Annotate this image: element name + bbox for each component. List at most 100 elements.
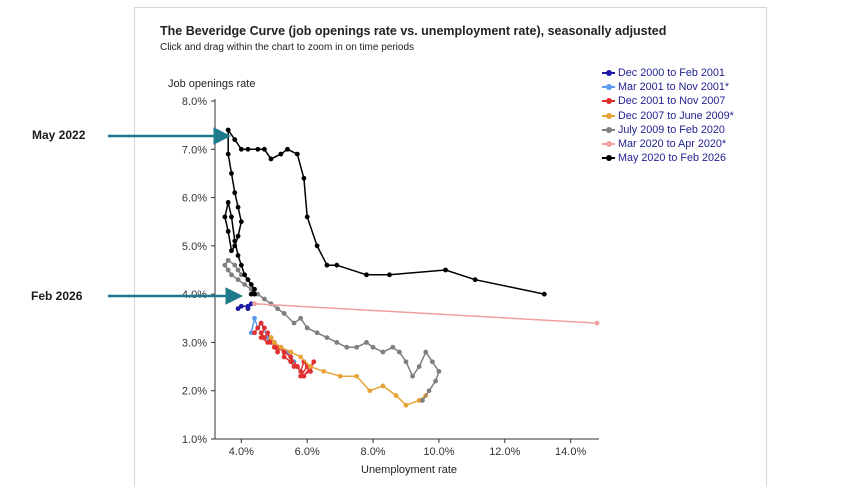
data-point[interactable] xyxy=(314,243,320,249)
data-point[interactable] xyxy=(426,388,432,394)
data-point[interactable] xyxy=(397,349,402,355)
data-point[interactable] xyxy=(238,262,244,268)
series-4[interactable] xyxy=(222,257,442,403)
data-point[interactable] xyxy=(472,277,478,283)
data-point[interactable] xyxy=(258,320,264,326)
data-point[interactable] xyxy=(261,146,267,152)
data-point[interactable] xyxy=(229,272,234,278)
data-point[interactable] xyxy=(242,272,248,278)
data-point[interactable] xyxy=(225,127,231,133)
data-point[interactable] xyxy=(225,257,231,263)
data-point[interactable] xyxy=(248,301,254,307)
data-point[interactable] xyxy=(334,262,340,268)
data-point[interactable] xyxy=(420,397,425,403)
data-point[interactable] xyxy=(311,359,317,365)
data-point[interactable] xyxy=(232,238,238,244)
data-point[interactable] xyxy=(423,349,429,355)
data-point[interactable] xyxy=(380,349,386,355)
data-point[interactable] xyxy=(258,330,264,336)
data-point[interactable] xyxy=(255,146,261,152)
data-point[interactable] xyxy=(308,364,313,369)
data-point[interactable] xyxy=(433,378,439,384)
data-point[interactable] xyxy=(443,267,448,273)
data-point[interactable] xyxy=(255,291,261,297)
series-2[interactable] xyxy=(252,320,317,379)
data-point[interactable] xyxy=(268,340,274,345)
data-point[interactable] xyxy=(324,335,330,340)
data-point[interactable] xyxy=(301,373,307,379)
data-point[interactable] xyxy=(298,373,304,379)
data-point[interactable] xyxy=(235,267,241,273)
data-point[interactable] xyxy=(436,369,442,374)
data-point[interactable] xyxy=(252,315,257,321)
data-point[interactable] xyxy=(304,325,310,331)
data-point[interactable] xyxy=(367,388,373,394)
data-point[interactable] xyxy=(238,146,244,152)
data-point[interactable] xyxy=(252,330,257,336)
data-point[interactable] xyxy=(285,146,290,152)
data-point[interactable] xyxy=(294,151,300,157)
legend-item[interactable]: Dec 2007 to June 2009* xyxy=(602,109,734,123)
data-point[interactable] xyxy=(252,286,257,292)
data-point[interactable] xyxy=(416,364,422,369)
data-point[interactable] xyxy=(222,214,228,220)
data-point[interactable] xyxy=(288,354,294,360)
data-point[interactable] xyxy=(344,344,350,350)
data-point[interactable] xyxy=(294,364,300,369)
data-point[interactable] xyxy=(229,214,234,220)
data-point[interactable] xyxy=(229,248,234,254)
data-point[interactable] xyxy=(255,325,261,331)
data-point[interactable] xyxy=(334,340,340,345)
data-point[interactable] xyxy=(288,349,294,355)
data-point[interactable] xyxy=(278,151,284,157)
data-point[interactable] xyxy=(278,344,284,350)
data-point[interactable] xyxy=(288,359,294,365)
legend-item[interactable]: Dec 2000 to Feb 2001 xyxy=(602,66,734,80)
data-point[interactable] xyxy=(275,349,280,355)
series-3[interactable] xyxy=(268,335,429,408)
data-point[interactable] xyxy=(541,291,547,297)
data-point[interactable] xyxy=(245,306,251,312)
series-5[interactable] xyxy=(252,301,600,326)
data-point[interactable] xyxy=(298,354,304,360)
data-point[interactable] xyxy=(314,330,320,336)
data-point[interactable] xyxy=(370,344,376,350)
data-point[interactable] xyxy=(225,200,231,205)
legend-item[interactable]: Mar 2020 to Apr 2020* xyxy=(602,137,734,151)
data-point[interactable] xyxy=(261,296,267,302)
data-point[interactable] xyxy=(354,344,360,350)
data-point[interactable] xyxy=(403,359,409,365)
data-point[interactable] xyxy=(222,262,228,268)
data-point[interactable] xyxy=(245,146,251,152)
data-point[interactable] xyxy=(258,335,264,340)
data-point[interactable] xyxy=(337,373,343,379)
data-point[interactable] xyxy=(252,291,257,297)
data-point[interactable] xyxy=(252,301,257,307)
data-point[interactable] xyxy=(271,340,277,345)
data-point[interactable] xyxy=(225,267,231,273)
data-point[interactable] xyxy=(268,156,274,162)
data-point[interactable] xyxy=(429,359,435,365)
data-point[interactable] xyxy=(225,151,231,157)
data-point[interactable] xyxy=(232,262,238,268)
data-point[interactable] xyxy=(298,315,304,321)
data-point[interactable] xyxy=(416,397,422,403)
data-point[interactable] xyxy=(248,330,254,336)
data-point[interactable] xyxy=(248,282,254,287)
data-point[interactable] xyxy=(238,303,244,309)
data-point[interactable] xyxy=(248,291,254,297)
data-point[interactable] xyxy=(235,253,241,258)
data-point[interactable] xyxy=(281,354,287,360)
data-point[interactable] xyxy=(594,320,600,326)
data-point[interactable] xyxy=(235,204,241,210)
legend-item[interactable]: July 2009 to Feb 2020 xyxy=(602,123,734,137)
data-point[interactable] xyxy=(380,383,386,389)
series-0[interactable] xyxy=(235,301,254,312)
data-point[interactable] xyxy=(232,190,238,196)
data-point[interactable] xyxy=(271,344,277,350)
data-point[interactable] xyxy=(235,306,241,312)
data-point[interactable] xyxy=(387,272,392,278)
data-point[interactable] xyxy=(354,373,360,379)
data-point[interactable] xyxy=(265,340,271,345)
